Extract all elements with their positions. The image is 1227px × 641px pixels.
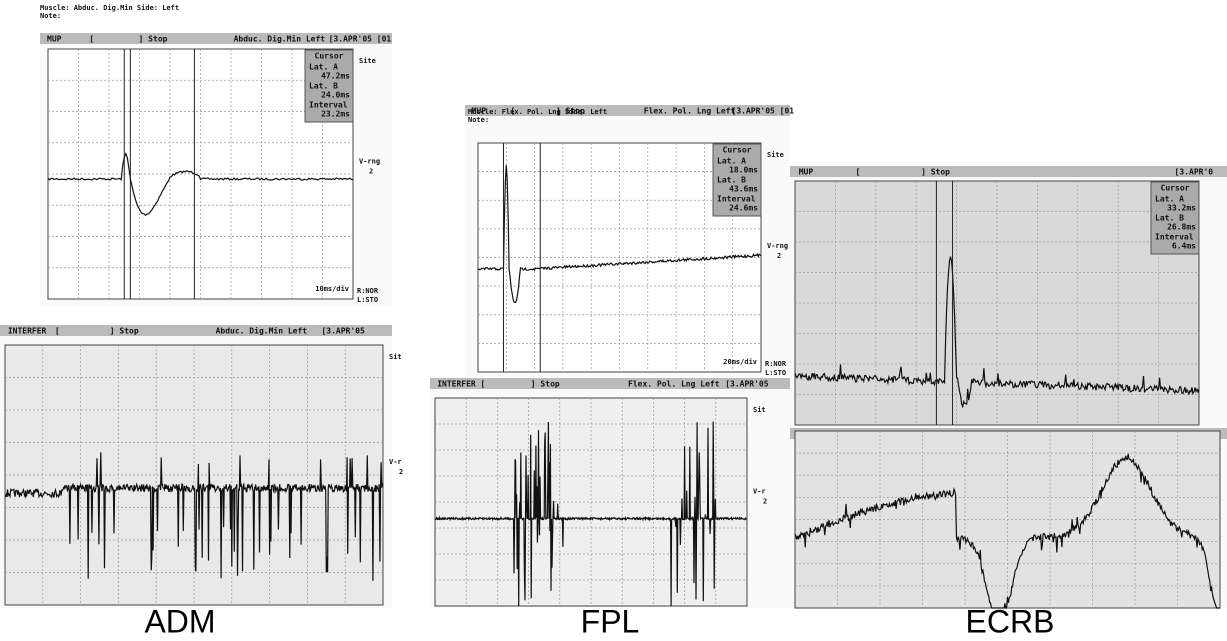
cursor-title: Cursor bbox=[723, 146, 752, 155]
footer-text: R:NOR bbox=[357, 287, 379, 295]
side-text: Sit bbox=[753, 406, 766, 414]
header-text: ] Stop bbox=[139, 35, 168, 44]
cursor-value: 24.0ms bbox=[321, 91, 350, 100]
note-text: Muscle: Flex. Pol. Lng Side: Left bbox=[468, 108, 607, 116]
cursor-title: Cursor bbox=[1161, 184, 1190, 193]
cursor-title: Cursor bbox=[315, 52, 344, 61]
side-text: V-r bbox=[389, 458, 402, 466]
panel-label: FPL bbox=[581, 603, 640, 639]
side-text: V-rng bbox=[359, 158, 380, 166]
footer-text: R:NOR bbox=[765, 360, 787, 368]
header-text: [3.APR'05 bbox=[321, 327, 365, 336]
cursor-label: Lat. B bbox=[1155, 214, 1184, 223]
header-text: [ bbox=[480, 380, 485, 389]
note-text: Note: bbox=[468, 116, 489, 124]
cursor-value: 43.6ms bbox=[729, 185, 758, 194]
side-text: Site bbox=[359, 57, 376, 65]
header-text: [3.APR'05 [01 bbox=[329, 35, 392, 44]
side-text: Site bbox=[767, 151, 784, 159]
footer-text: L:STO bbox=[765, 369, 786, 377]
header-text: [ bbox=[89, 35, 94, 44]
header-text: MUP bbox=[47, 35, 62, 44]
header-text: [3.APR'05 bbox=[725, 380, 769, 389]
panel-label: ADM bbox=[144, 603, 215, 639]
header-text: Flex. Pol. Lng Left bbox=[644, 107, 736, 116]
header-text: [ bbox=[55, 327, 60, 336]
side-text: V-r bbox=[753, 488, 766, 496]
cursor-value: 26.8ms bbox=[1167, 223, 1196, 232]
note-text: Muscle: Abduc. Dig.Min Side: Left bbox=[40, 4, 179, 12]
cursor-label: Lat. A bbox=[309, 63, 338, 72]
cursor-label: Lat. A bbox=[717, 157, 746, 166]
header-text: INTERFER bbox=[8, 327, 47, 336]
cursor-label: Interval bbox=[1155, 233, 1194, 242]
side-text: 2 bbox=[777, 252, 781, 260]
scale-text: 20ms/div bbox=[723, 358, 757, 366]
cursor-label: Lat. B bbox=[717, 176, 746, 185]
header-text: [ bbox=[856, 168, 861, 177]
header-text: MUP bbox=[799, 168, 814, 177]
cursor-label: Interval bbox=[309, 101, 348, 110]
note-text: Note: bbox=[40, 12, 61, 20]
cursor-value: 23.2ms bbox=[321, 110, 350, 119]
header-text: [3.APR'05 [01 bbox=[732, 107, 795, 116]
scale-text: 10ms/div bbox=[315, 285, 349, 293]
cursor-value: 24.6ms bbox=[729, 204, 758, 213]
cursor-value: 18.0ms bbox=[729, 166, 758, 175]
header-text: Abduc. Dig.Min Left bbox=[234, 34, 326, 44]
side-text: V-rng bbox=[767, 242, 788, 250]
side-text: Sit bbox=[389, 353, 402, 361]
side-text: 2 bbox=[369, 168, 373, 176]
cursor-value: 6.4ms bbox=[1172, 242, 1196, 251]
panel-label: ECRB bbox=[966, 603, 1055, 639]
page: {"panels": [ {"label": "ADM", "notes": [… bbox=[0, 0, 1227, 641]
header-text: Abduc. Dig.Min Left bbox=[216, 326, 308, 336]
header-text: Flex. Pol. Lng Left bbox=[628, 380, 720, 389]
header-text: ] Stop bbox=[531, 380, 560, 389]
header-text: ] Stop bbox=[921, 168, 950, 177]
side-text: 2 bbox=[763, 498, 767, 506]
cursor-value: 47.2ms bbox=[321, 72, 350, 81]
header-text: INTERFER bbox=[437, 380, 476, 389]
side-text: 2 bbox=[399, 468, 403, 476]
footer-text: L:STO bbox=[357, 296, 378, 304]
header-text: [3.APR'0 bbox=[1175, 168, 1214, 177]
cursor-value: 33.2ms bbox=[1167, 204, 1196, 213]
cursor-label: Lat. B bbox=[309, 82, 338, 91]
header-text: ] Stop bbox=[110, 327, 139, 336]
cursor-label: Interval bbox=[717, 195, 756, 204]
cursor-label: Lat. A bbox=[1155, 195, 1184, 204]
figure: MUP[] StopAbduc. Dig.Min Left[3.APR'05 [… bbox=[0, 0, 1227, 641]
